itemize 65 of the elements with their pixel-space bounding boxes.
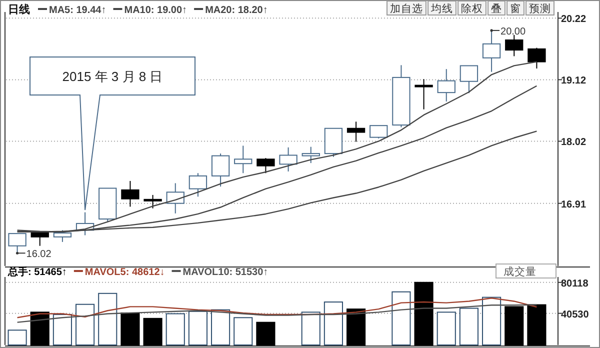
bar: [392, 291, 411, 346]
candlestick: [121, 180, 140, 208]
candlestick: [53, 230, 72, 242]
line-series: [16, 298, 538, 318]
candlestick: [505, 34, 524, 57]
annotation: 窗: [510, 2, 521, 15]
bar: [52, 314, 72, 346]
bar: [482, 296, 502, 346]
annotation: 均线: [430, 2, 453, 15]
candlestick: [414, 78, 433, 110]
text: 总手: 51465↑: [7, 266, 67, 278]
bar: [76, 304, 95, 346]
y-tick-label: 18.02: [561, 137, 586, 148]
candlestick: [234, 145, 252, 174]
candlestick: [437, 68, 456, 102]
bar: [414, 282, 434, 346]
bar: [504, 306, 524, 346]
bar: [324, 302, 343, 346]
y-tick-label: 80118: [561, 278, 589, 290]
candlestick: [460, 65, 478, 94]
candlestick: [302, 146, 320, 164]
bar: [188, 310, 208, 346]
annotation: 叠: [491, 3, 502, 15]
bar: [143, 318, 162, 346]
candlestick: [370, 125, 388, 139]
bar: [527, 304, 546, 346]
candlestick: [256, 158, 275, 174]
candlestick: [211, 153, 230, 188]
legend-label: MA20: 18.20↑: [205, 5, 268, 16]
line-series: [16, 304, 538, 323]
bar: [166, 313, 185, 346]
annotation: 预测: [529, 3, 551, 15]
legend-label: MA5: 19.44↑: [49, 5, 106, 16]
bar: [346, 308, 366, 346]
annotation: 16.02: [26, 249, 52, 260]
annotation: 20.00: [500, 26, 526, 38]
bar: [301, 312, 320, 346]
y-tick-label: 16.91: [561, 199, 586, 210]
bar: [256, 322, 276, 346]
bar: [436, 312, 456, 346]
bar: [8, 330, 27, 346]
legend-label: MAVOL10: 51530↑: [182, 267, 268, 278]
annotation: 加自选: [390, 2, 423, 15]
y-tick-label: 40530: [561, 309, 590, 320]
annotation: 2015 年 3 月 8 日: [62, 69, 163, 84]
annotation: 成交量: [504, 265, 536, 278]
legend-label: MAVOL5: 48612↓: [84, 267, 165, 278]
y-tick-label: 19.12: [561, 76, 586, 87]
candlestick: [166, 182, 184, 214]
candlestick: [144, 194, 162, 209]
candlestick: [279, 146, 298, 172]
bar: [120, 312, 140, 346]
candlestick: [188, 172, 208, 198]
bar: [30, 312, 50, 346]
candlestick: [346, 121, 366, 142]
y-tick-label: 20.22: [561, 14, 586, 26]
bar: [98, 292, 118, 346]
annotation: 除权: [461, 3, 483, 15]
chart-title: 日线: [8, 3, 30, 16]
candlestick: [528, 47, 546, 70]
legend-label: MA10: 19.00↑: [124, 5, 188, 16]
candlestick: [30, 232, 49, 246]
bar: [459, 308, 478, 346]
bar: [211, 309, 230, 346]
bar: [234, 317, 253, 346]
